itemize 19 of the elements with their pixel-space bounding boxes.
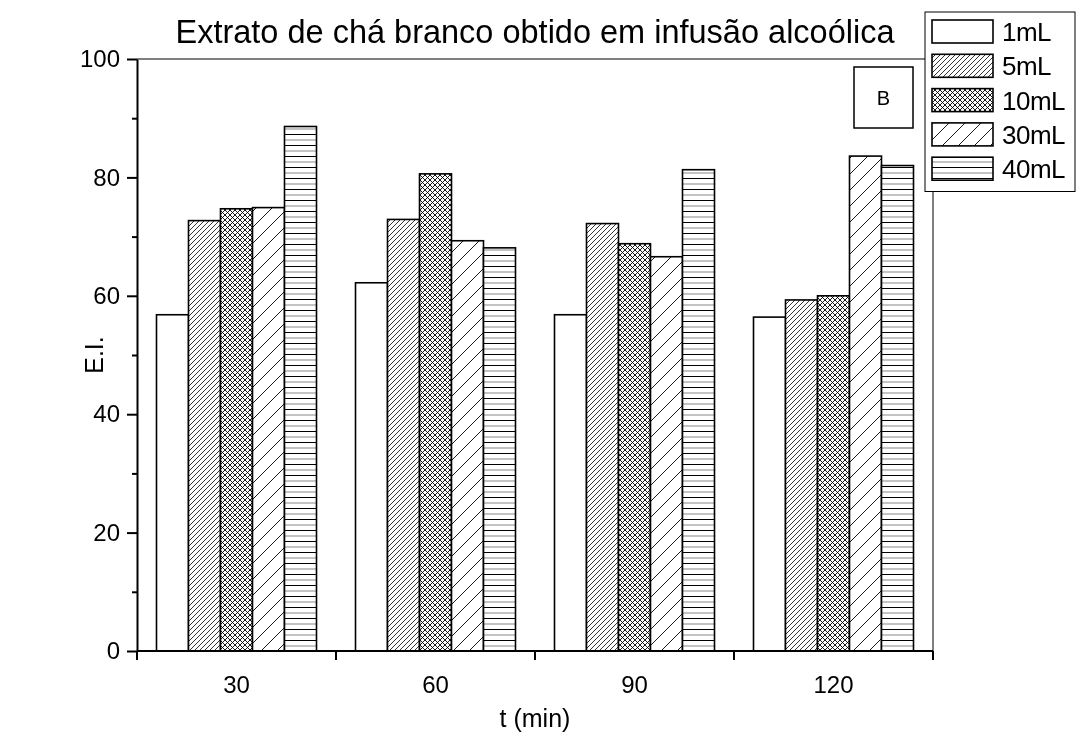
legend-label: 40mL bbox=[1002, 154, 1066, 185]
x-tick-label: 60 bbox=[422, 671, 449, 699]
y-tick-label: 100 bbox=[79, 45, 120, 73]
x-axis-title: t (min) bbox=[499, 704, 571, 732]
y-tick-label: 20 bbox=[93, 518, 120, 546]
y-tick-label: 40 bbox=[93, 400, 120, 428]
legend-label: 1mL bbox=[1002, 17, 1052, 47]
y-tick-label: 60 bbox=[93, 281, 120, 309]
chart-title: Extrato de chá branco obtido em infusão alcoólica bbox=[175, 14, 896, 50]
annotation: B bbox=[876, 86, 891, 109]
legend-label: 5mL bbox=[1002, 51, 1052, 82]
x-tick-label: 90 bbox=[621, 671, 648, 699]
y-axis-title: E.I. bbox=[80, 336, 108, 374]
x-tick-label: 30 bbox=[223, 671, 250, 699]
x-tick-label: 120 bbox=[813, 671, 854, 699]
legend-label: 30mL bbox=[1002, 119, 1066, 150]
legend-label: 10mL bbox=[1002, 85, 1066, 116]
y-tick-label: 0 bbox=[106, 637, 120, 665]
y-tick-label: 80 bbox=[93, 163, 120, 191]
